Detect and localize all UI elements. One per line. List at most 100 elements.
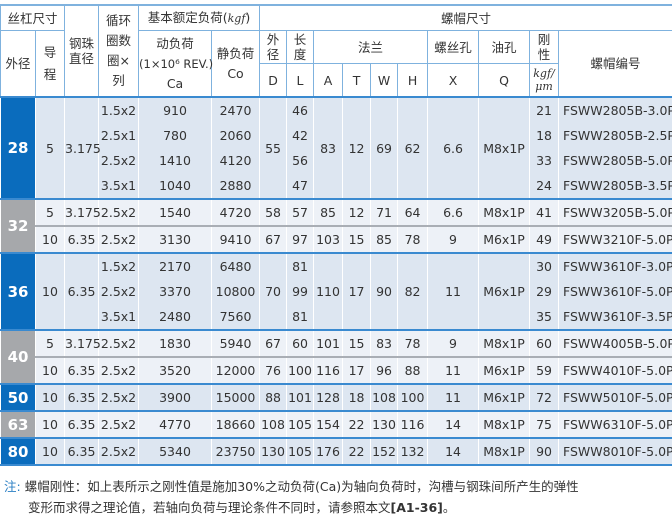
header-length: 长度 <box>287 31 314 64</box>
flange-W: 152 <box>371 438 398 465</box>
nut-length: 101 <box>287 384 314 411</box>
header-D: D <box>260 64 287 98</box>
flange-A: 116 <box>314 357 343 384</box>
rated-load-unit: kgf <box>228 12 246 25</box>
ball-dia: 6.35 <box>65 384 99 411</box>
header-static-load: 静负荷 Co <box>212 31 260 98</box>
header-circuits: 循环圈数圈×列 <box>99 5 139 97</box>
nut-length: 105 <box>287 411 314 438</box>
part-number: FSWW6310F-5.0P <box>559 411 672 438</box>
header-X: X <box>428 64 479 98</box>
header-L: L <box>287 64 314 98</box>
header-screw-size: 丝杠尺寸 <box>1 5 65 31</box>
static-load: 4120 <box>212 148 260 173</box>
dynamic-load: 3130 <box>139 226 212 253</box>
nut-outer-text: 外径 <box>267 32 280 62</box>
dynamic-load: 2480 <box>139 304 212 330</box>
table-header: 丝杠尺寸 钢珠直径 循环圈数圈×列 基本额定负荷(kgf) 螺帽尺寸 外径 导程… <box>1 5 672 97</box>
ball-dia: 6.35 <box>65 438 99 465</box>
stiffness: 21 <box>530 97 559 123</box>
header-nut-size: 螺帽尺寸 <box>260 5 672 31</box>
stiffness: 60 <box>530 330 559 357</box>
static-load: 7560 <box>212 304 260 330</box>
header-T: T <box>343 64 371 98</box>
dynamic-load: 1040 <box>139 173 212 199</box>
lead: 5 <box>36 330 65 357</box>
flange-A: 85 <box>314 199 343 226</box>
oil-hole-Q: M8x1P <box>479 411 530 438</box>
ball-dia: 3.175 <box>65 199 99 226</box>
ballscrew-nut-spec-table: 丝杠尺寸 钢珠直径 循环圈数圈×列 基本额定负荷(kgf) 螺帽尺寸 外径 导程… <box>0 4 672 466</box>
nut-length: 47 <box>287 173 314 199</box>
nut-length: 81 <box>287 253 314 279</box>
footnote-ref: [A1-36] <box>391 500 443 515</box>
circuits: 2.5x2 <box>99 357 139 384</box>
screw-outer-dia: 63 <box>1 411 36 438</box>
rated-load-close: ) <box>245 10 250 25</box>
dynamic-load: 1540 <box>139 199 212 226</box>
part-number: FSWW3610F-5.0P <box>559 279 672 304</box>
footnote-line-2: 变形而求得之理论值，若轴向负荷与理论条件不同时，请参照本文[A1-36]。 <box>4 497 672 518</box>
circuits: 2.5x2 <box>99 279 139 304</box>
flange-A: 154 <box>314 411 343 438</box>
stiffness: 30 <box>530 253 559 279</box>
flange-H: 64 <box>398 199 428 226</box>
nut-outer-dia: 76 <box>260 357 287 384</box>
header-flange: 法兰 <box>314 31 428 64</box>
flange-T: 17 <box>343 357 371 384</box>
screw-outer-dia: 32 <box>1 199 36 253</box>
oil-hole-Q: M6x1P <box>479 357 530 384</box>
footnote-label: 注: <box>4 479 21 494</box>
circuits: 2.5x2 <box>99 148 139 173</box>
part-number: FSWW3610F-3.5P <box>559 304 672 330</box>
part-number: FSWW2805B-5.0P <box>559 148 672 173</box>
flange-H: 78 <box>398 330 428 357</box>
part-number: FSWW3210F-5.0P <box>559 226 672 253</box>
flange-T: 12 <box>343 199 371 226</box>
part-number: FSWW2805B-3.5P <box>559 173 672 199</box>
oil-hole-Q: M8x1P <box>479 330 530 357</box>
flange-A: 176 <box>314 438 343 465</box>
header-stiffness-unit: kgf/μm <box>530 64 559 98</box>
flange-T: 18 <box>343 384 371 411</box>
static-text: 静负荷 <box>217 46 255 61</box>
lead: 10 <box>36 411 65 438</box>
oil-hole-Q: M6x1P <box>479 226 530 253</box>
lead: 5 <box>36 97 65 199</box>
length-text: 长度 <box>294 32 307 62</box>
header-rated-load: 基本额定负荷(kgf) <box>139 5 260 31</box>
nut-outer-dia: 130 <box>260 438 287 465</box>
flange-A: 110 <box>314 253 343 330</box>
circuits: 2.5x2 <box>99 226 139 253</box>
nut-length: 81 <box>287 304 314 330</box>
nut-length: 57 <box>287 199 314 226</box>
stiffness: 33 <box>530 148 559 173</box>
flange-T: 22 <box>343 411 371 438</box>
dynamic-load: 910 <box>139 97 212 123</box>
header-oil-hole: 油孔 <box>479 31 530 64</box>
flange-H: 78 <box>398 226 428 253</box>
ball-dia: 6.35 <box>65 411 99 438</box>
nut-length: 56 <box>287 148 314 173</box>
nut-outer-dia: 58 <box>260 199 287 226</box>
stiffness: 49 <box>530 226 559 253</box>
nut-outer-dia: 88 <box>260 384 287 411</box>
static-load: 15000 <box>212 384 260 411</box>
bolt-hole-X: 6.6 <box>428 199 479 226</box>
ball-dia: 6.35 <box>65 253 99 330</box>
circuits: 2.5x2 <box>99 199 139 226</box>
stiffness: 72 <box>530 384 559 411</box>
header-bolt-hole: 螺丝孔 <box>428 31 479 64</box>
static-sym: Co <box>227 66 243 81</box>
circuits: 1.5x2 <box>99 253 139 279</box>
ball-dia: 6.35 <box>65 357 99 384</box>
footnote-line-1: 注: 螺帽刚性：如上表所示之刚性值是施加30%之动负荷(Ca)为轴向负荷时，沟槽… <box>4 476 672 497</box>
lead: 10 <box>36 384 65 411</box>
static-load: 18660 <box>212 411 260 438</box>
footnote-text-1: 螺帽刚性：如上表所示之刚性值是施加30%之动负荷(Ca)为轴向负荷时，沟槽与钢珠… <box>25 479 579 494</box>
header-Q: Q <box>479 64 530 98</box>
